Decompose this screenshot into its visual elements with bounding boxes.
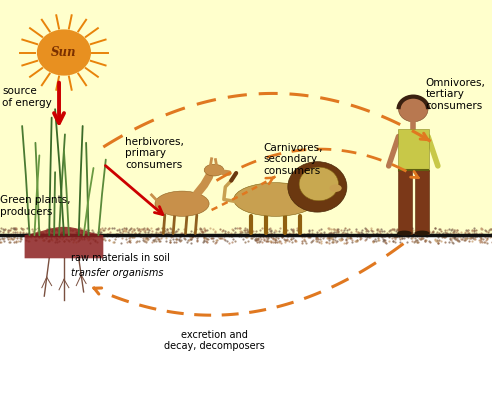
Text: Green plants,
producers: Green plants, producers <box>0 195 70 217</box>
Ellipse shape <box>330 184 341 192</box>
Ellipse shape <box>397 231 412 236</box>
Circle shape <box>288 162 347 212</box>
Text: Carnivores,
secondary
consumers: Carnivores, secondary consumers <box>263 143 323 176</box>
Circle shape <box>399 97 428 122</box>
Text: herbivores,
primary
consumers: herbivores, primary consumers <box>125 136 184 170</box>
Text: raw materials in soil: raw materials in soil <box>71 253 170 263</box>
Circle shape <box>37 29 91 76</box>
Ellipse shape <box>155 191 209 216</box>
Text: Omnivores,
tertiary
consumers: Omnivores, tertiary consumers <box>426 78 486 111</box>
Text: Sun: Sun <box>51 46 77 59</box>
Ellipse shape <box>415 231 430 236</box>
Text: source
of energy: source of energy <box>2 86 52 108</box>
FancyBboxPatch shape <box>398 170 412 234</box>
Ellipse shape <box>234 183 317 216</box>
Text: excretion and
decay, decomposers: excretion and decay, decomposers <box>164 330 264 351</box>
Bar <box>0 235 492 420</box>
FancyBboxPatch shape <box>398 129 429 171</box>
FancyBboxPatch shape <box>415 170 429 234</box>
Ellipse shape <box>204 164 224 176</box>
Circle shape <box>299 167 338 201</box>
Text: transfer organisms: transfer organisms <box>71 268 164 278</box>
